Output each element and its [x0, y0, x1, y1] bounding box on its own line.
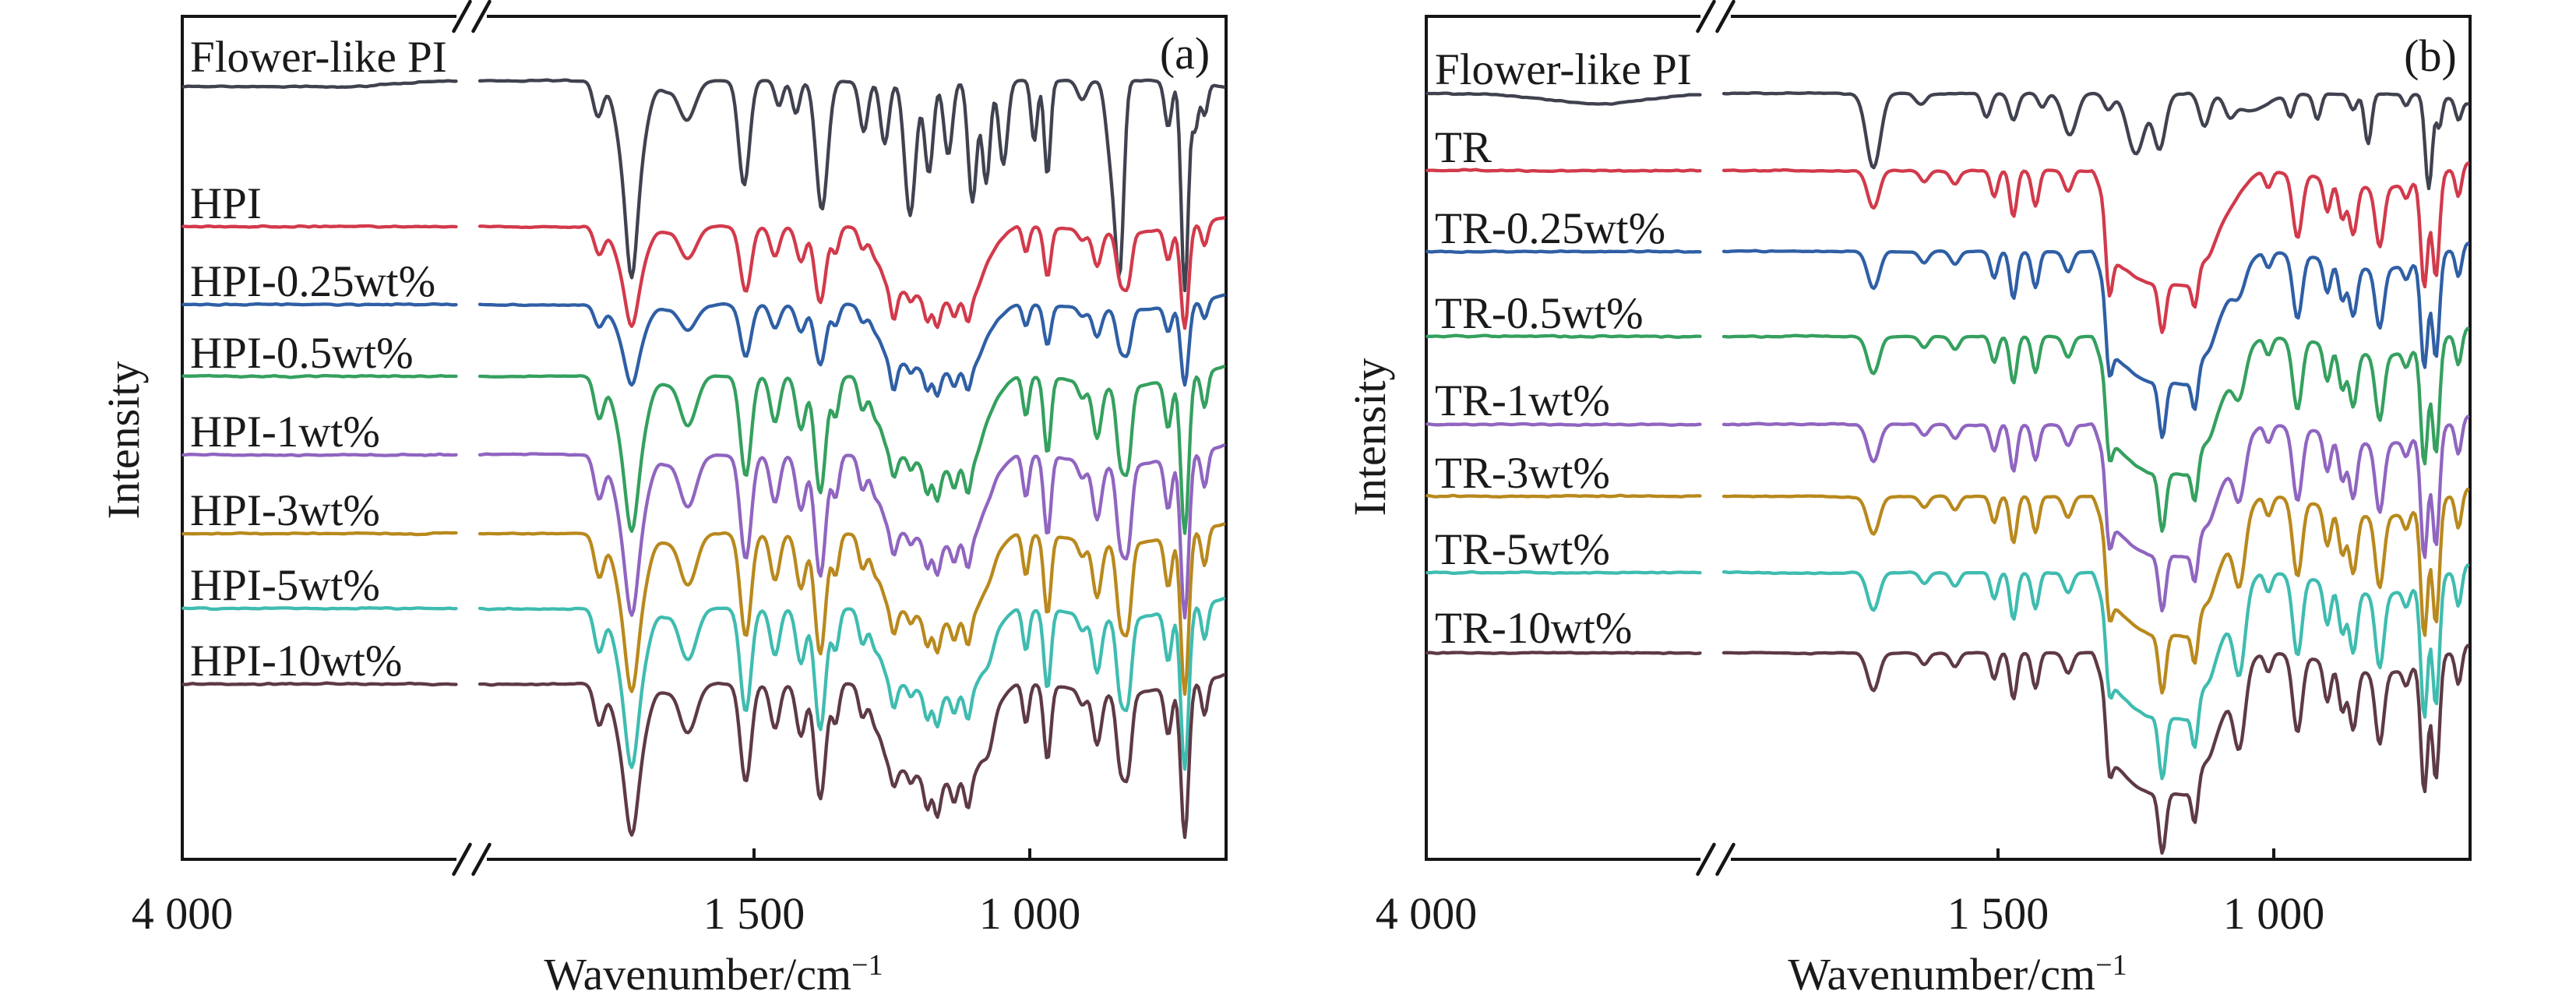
svg-text:TR-0.25wt%: TR-0.25wt%	[1435, 204, 1665, 253]
svg-text:Wavenumber/cm−1: Wavenumber/cm−1	[1788, 949, 2127, 998]
svg-text:HPI-10wt%: HPI-10wt%	[190, 637, 402, 686]
svg-text:Flower-like PI: Flower-like PI	[190, 33, 447, 82]
svg-text:4 000: 4 000	[1376, 888, 1478, 939]
svg-text:1 500: 1 500	[1947, 888, 2049, 939]
svg-text:TR-0.5wt%: TR-0.5wt%	[1435, 289, 1644, 338]
svg-text:HPI-5wt%: HPI-5wt%	[190, 561, 380, 610]
svg-text:HPI-0.25wt%: HPI-0.25wt%	[190, 257, 435, 306]
svg-text:TR-3wt%: TR-3wt%	[1435, 449, 1610, 498]
svg-text:Intensity: Intensity	[98, 361, 149, 520]
svg-text:HPI: HPI	[190, 179, 262, 228]
svg-text:4 000: 4 000	[132, 888, 234, 939]
svg-text:1 000: 1 000	[2223, 888, 2325, 939]
svg-text:Intensity: Intensity	[1344, 358, 1395, 517]
svg-text:(b): (b)	[2404, 30, 2457, 81]
svg-text:TR-10wt%: TR-10wt%	[1435, 604, 1632, 653]
svg-text:HPI-1wt%: HPI-1wt%	[190, 407, 380, 457]
svg-text:1 500: 1 500	[703, 888, 805, 939]
svg-text:TR-1wt%: TR-1wt%	[1435, 376, 1610, 425]
svg-text:TR-5wt%: TR-5wt%	[1435, 525, 1610, 574]
svg-text:Wavenumber/cm−1: Wavenumber/cm−1	[544, 949, 883, 998]
svg-text:Flower-like PI: Flower-like PI	[1435, 45, 1692, 94]
svg-text:1 000: 1 000	[979, 888, 1081, 939]
svg-text:HPI-3wt%: HPI-3wt%	[190, 486, 380, 535]
svg-text:TR: TR	[1435, 123, 1492, 172]
svg-text:(a): (a)	[1160, 28, 1210, 79]
svg-text:HPI-0.5wt%: HPI-0.5wt%	[190, 329, 414, 378]
